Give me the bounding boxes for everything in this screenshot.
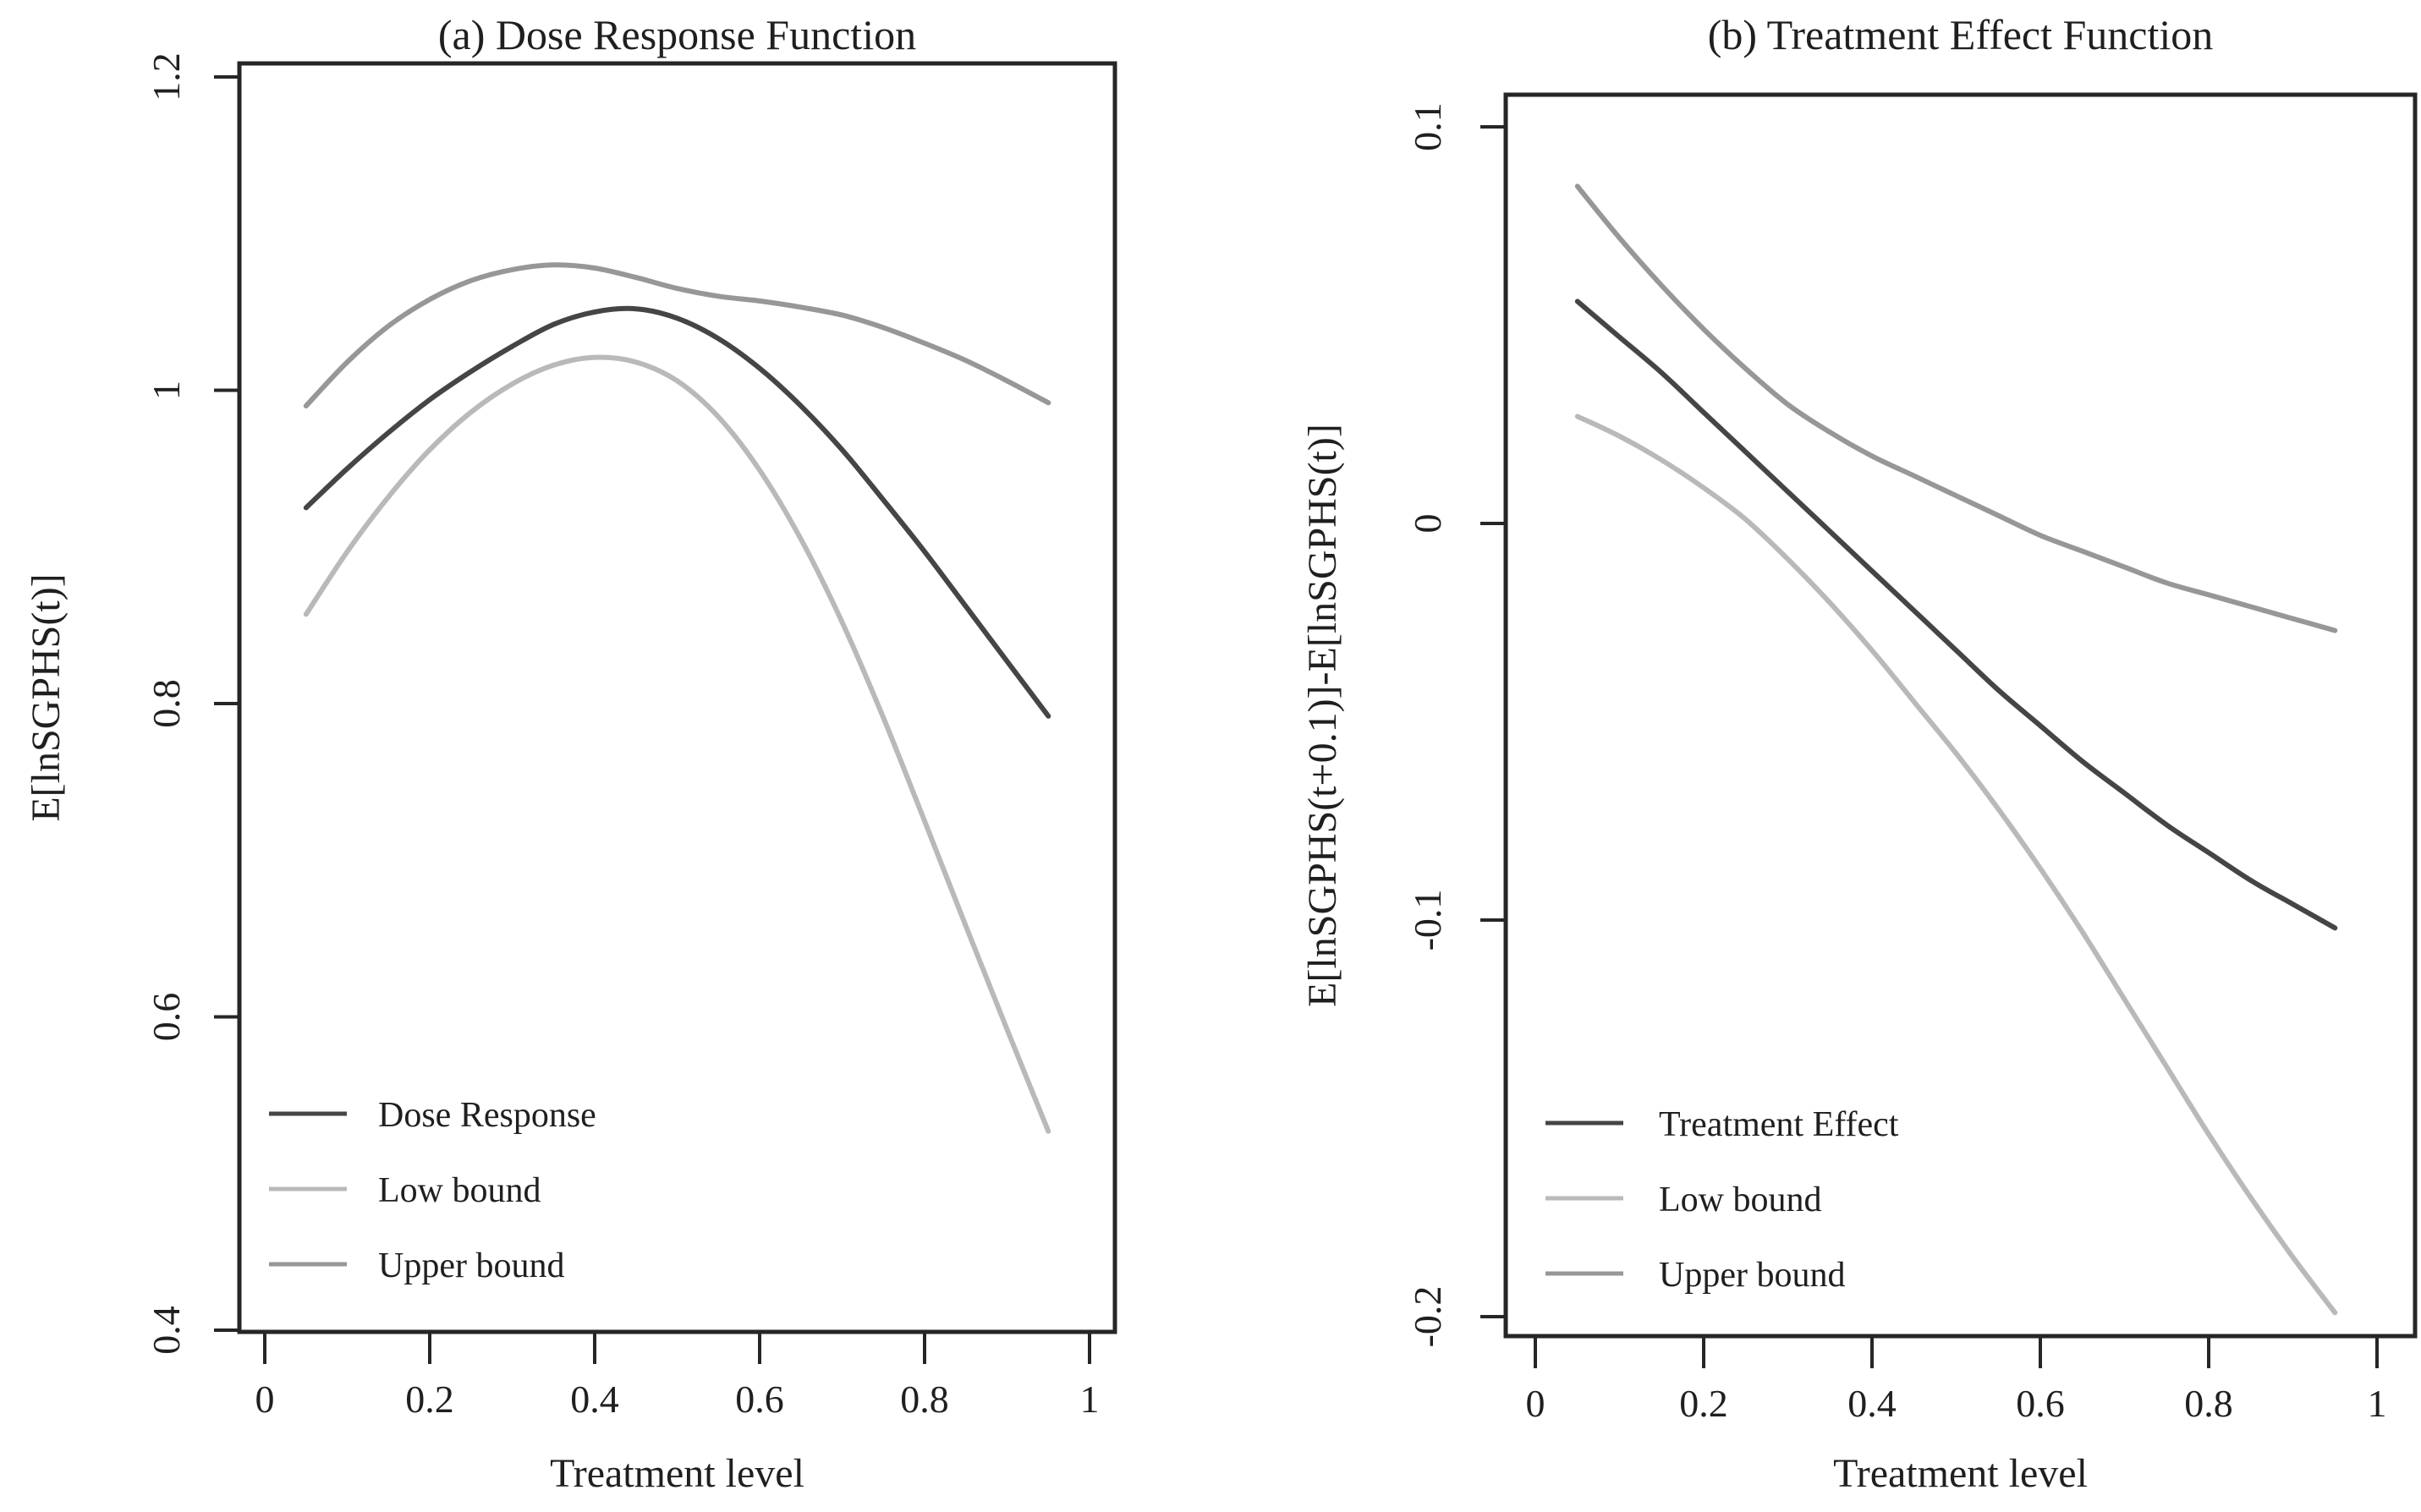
- legend-label-dose-response: Dose Response: [378, 1096, 596, 1135]
- y-tick-label: 0: [1406, 514, 1449, 534]
- y-axis-title-dose-response-panel: E[lnSGPHS(t)]: [24, 573, 69, 821]
- x-tick-label: 1: [1080, 1378, 1100, 1421]
- x-tick-label: 0.4: [570, 1378, 619, 1421]
- y-tick-label: 0.6: [145, 993, 188, 1042]
- x-tick-label: 0: [255, 1378, 275, 1421]
- y-tick-label: 0.1: [1406, 102, 1449, 151]
- y-axis-title-treatment-effect-panel: E[lnSGPHS(t+0.1)]-E[lnSGPHS(t)]: [1300, 424, 1345, 1007]
- y-tick-label: -0.1: [1406, 890, 1449, 951]
- panel-title-dose-response-panel: (a) Dose Response Function: [438, 11, 916, 58]
- x-tick-label: 0: [1526, 1382, 1545, 1425]
- y-tick-label: 1: [145, 381, 188, 400]
- curve-low-bound: [1574, 414, 2338, 1316]
- x-tick-label: 0.6: [735, 1378, 784, 1421]
- panel-title-treatment-effect-panel: (b) Treatment Effect Function: [1708, 11, 2214, 58]
- y-tick-label: -0.2: [1406, 1286, 1449, 1348]
- legend-label-low-bound: Low bound: [378, 1171, 541, 1210]
- x-axis-title-treatment-effect-panel: Treatment level: [1833, 1451, 2088, 1496]
- curve-dose-response: [303, 305, 1051, 719]
- curve-upper-bound: [1574, 184, 2338, 633]
- x-tick-label: 0.4: [1847, 1382, 1897, 1425]
- x-tick-label: 1: [2368, 1382, 2387, 1425]
- y-tick-label: 0.8: [145, 679, 188, 728]
- plot-frame-treatment-effect-panel: [1503, 92, 2418, 1339]
- curve-treatment-effect: [1574, 299, 2338, 931]
- legend-label-upper-bound: Upper bound: [1659, 1256, 1845, 1295]
- plot-frame-dose-response-panel: [237, 61, 1117, 1334]
- y-tick-label: 0.4: [145, 1306, 188, 1355]
- y-tick-label: 1.2: [145, 52, 188, 101]
- curve-low-bound: [303, 354, 1051, 1134]
- legend-label-low-bound: Low bound: [1659, 1181, 1822, 1219]
- legend-label-treatment-effect: Treatment Effect: [1659, 1105, 1899, 1144]
- x-axis-title-dose-response-panel: Treatment level: [550, 1451, 804, 1496]
- x-tick-label: 0.2: [1679, 1382, 1728, 1425]
- legend-label-upper-bound: Upper bound: [378, 1246, 564, 1285]
- x-tick-label: 0.6: [2016, 1382, 2065, 1425]
- x-tick-label: 0.8: [900, 1378, 949, 1421]
- x-tick-label: 0.2: [405, 1378, 454, 1421]
- x-tick-label: 0.8: [2184, 1382, 2233, 1425]
- curve-upper-bound: [303, 262, 1051, 408]
